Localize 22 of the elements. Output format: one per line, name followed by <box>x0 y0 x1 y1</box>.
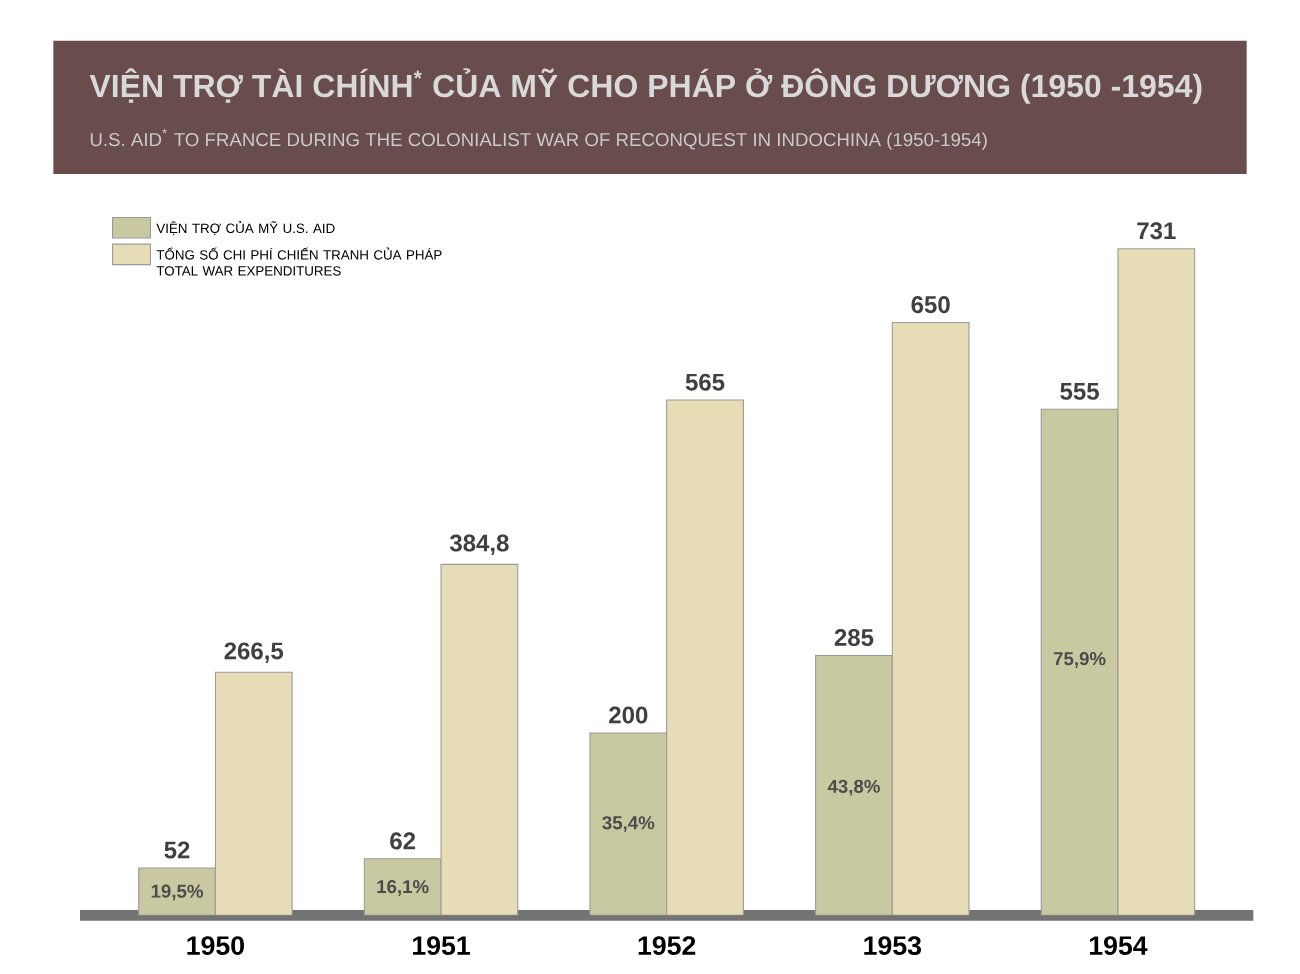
x-tick-label: 1954 <box>1089 936 1148 956</box>
x-tick-label: 1953 <box>864 936 922 956</box>
data-label: 200 <box>609 706 648 724</box>
data-label: 285 <box>834 628 874 647</box>
data-label: 384,8 <box>449 534 509 555</box>
data-label: 555 <box>1060 383 1099 400</box>
annotation: 35,4% <box>602 816 655 833</box>
x-tick-label: 1950 <box>187 936 244 956</box>
data-label: 266,5 <box>224 642 284 663</box>
x-tick-label: 1952 <box>638 936 696 956</box>
data-label: 52 <box>164 841 190 859</box>
annotation: 19,5% <box>151 884 203 901</box>
chart-title: VIỆN TRỢ TÀI CHÍNH$^{*}$ CỦA MỸ CHO PHÁP Ở ĐÔNG DƯƠNG (1950 -1954) <box>89 68 1202 104</box>
data-label: 731 <box>1137 222 1176 240</box>
annotation: 43,8% <box>827 779 880 796</box>
x-tick-label: 1951 <box>413 936 470 956</box>
annotation: 75,9% <box>1053 652 1106 668</box>
data-label: 650 <box>911 296 950 314</box>
data-label: 565 <box>685 373 725 391</box>
annotation: 16,1% <box>377 880 429 896</box>
chart-subtitle: U.S. AID$^{*}$ TO FRANCE DURING THE COLONIALIST WAR OF RECONQUEST IN INDOCHINA (1950-1954) <box>90 128 987 150</box>
data-label: 62 <box>390 832 416 850</box>
